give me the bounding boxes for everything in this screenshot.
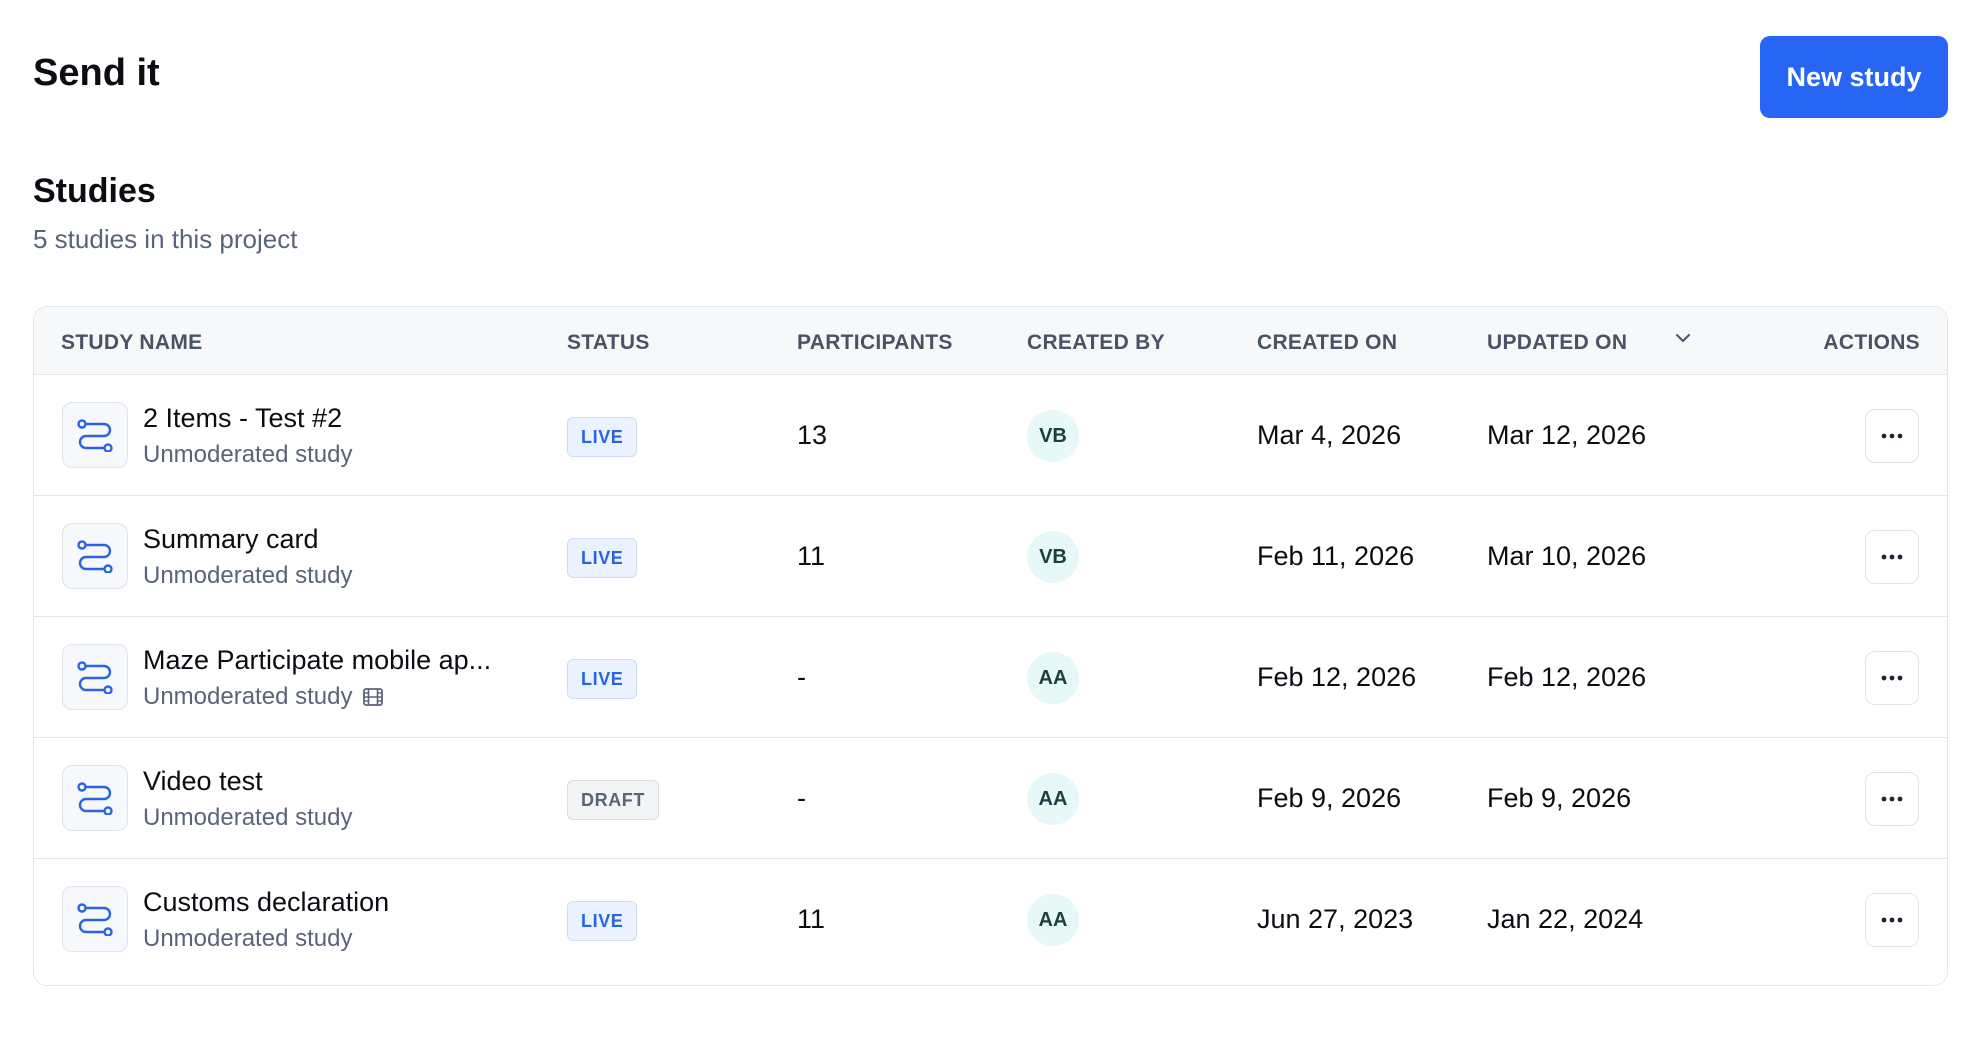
updated-on-date: Feb 9, 2026: [1487, 783, 1632, 813]
study-type: Unmoderated study: [143, 925, 352, 953]
more-horizontal-icon: [1881, 796, 1903, 802]
avatar: AA: [1027, 894, 1079, 946]
table-row[interactable]: Maze Participate mobile ap... Unmoderate…: [34, 617, 1947, 738]
participants-count: 11: [797, 904, 826, 934]
study-type: Unmoderated study: [143, 562, 352, 590]
study-type: Unmoderated study: [143, 441, 352, 469]
status-badge: LIVE: [567, 659, 638, 699]
table-row[interactable]: Video test Unmoderated study DRAFT - AA …: [34, 738, 1947, 859]
row-actions-button[interactable]: [1865, 651, 1919, 705]
study-name[interactable]: Customs declaration: [143, 887, 390, 917]
updated-on-date: Jan 22, 2024: [1487, 904, 1644, 934]
chevron-down-icon[interactable]: [1672, 327, 1694, 349]
table-row[interactable]: Summary card Unmoderated study LIVE 11 V…: [34, 496, 1947, 617]
row-actions-button[interactable]: [1865, 893, 1919, 947]
avatar: AA: [1027, 652, 1079, 704]
participants-count: 11: [797, 541, 826, 571]
updated-on-date: Feb 12, 2026: [1487, 662, 1647, 692]
page-title: Send it: [33, 52, 160, 94]
created-on-date: Mar 4, 2026: [1257, 420, 1402, 450]
studies-table: STUDY NAME STATUS PARTICIPANTS CREATED B…: [33, 306, 1948, 986]
study-flow-icon: [62, 402, 128, 468]
column-header-status[interactable]: STATUS: [567, 331, 650, 354]
updated-on-date: Mar 10, 2026: [1487, 541, 1647, 571]
study-name[interactable]: Summary card: [143, 524, 319, 554]
more-horizontal-icon: [1881, 554, 1903, 560]
study-type: Unmoderated study: [143, 804, 352, 832]
study-type-label: Unmoderated study: [143, 683, 353, 710]
created-on-date: Jun 27, 2023: [1257, 904, 1414, 934]
film-icon: [363, 688, 384, 706]
created-on-date: Feb 12, 2026: [1257, 662, 1417, 692]
status-badge: LIVE: [567, 538, 638, 578]
avatar: VB: [1027, 531, 1079, 583]
study-name[interactable]: Maze Participate mobile ap...: [143, 645, 492, 675]
study-name[interactable]: 2 Items - Test #2: [143, 403, 343, 433]
table-row[interactable]: 2 Items - Test #2 Unmoderated study LIVE…: [34, 375, 1947, 496]
row-actions-button[interactable]: [1865, 530, 1919, 584]
row-actions-button[interactable]: [1865, 772, 1919, 826]
study-type-label: Unmoderated study: [143, 804, 353, 831]
page-header: Send it New study: [33, 36, 1948, 118]
more-horizontal-icon: [1881, 433, 1903, 439]
column-header-updated-on[interactable]: UPDATED ON: [1487, 331, 1628, 354]
column-header-actions: ACTIONS: [1823, 331, 1920, 354]
column-header-participants[interactable]: PARTICIPANTS: [797, 331, 953, 354]
study-flow-icon: [62, 523, 128, 589]
more-horizontal-icon: [1881, 675, 1903, 681]
study-type-label: Unmoderated study: [143, 562, 353, 589]
participants-count: -: [797, 783, 806, 813]
row-actions-button[interactable]: [1865, 409, 1919, 463]
avatar: AA: [1027, 773, 1079, 825]
column-header-created-by[interactable]: CREATED BY: [1027, 331, 1165, 354]
participants-count: 13: [797, 420, 828, 450]
study-flow-icon: [62, 765, 128, 831]
section-subtitle: 5 studies in this project: [33, 224, 298, 254]
study-type-label: Unmoderated study: [143, 441, 353, 468]
column-header-created-on[interactable]: CREATED ON: [1257, 331, 1398, 354]
study-type-label: Unmoderated study: [143, 925, 353, 952]
status-badge: LIVE: [567, 417, 638, 457]
study-type: Unmoderated study: [143, 683, 384, 711]
created-on-date: Feb 9, 2026: [1257, 783, 1402, 813]
avatar: VB: [1027, 410, 1079, 462]
section-title: Studies: [33, 172, 156, 210]
status-badge: LIVE: [567, 901, 638, 941]
more-horizontal-icon: [1881, 917, 1903, 923]
study-name[interactable]: Video test: [143, 766, 263, 796]
study-flow-icon: [62, 644, 128, 710]
table-row[interactable]: Customs declaration Unmoderated study LI…: [34, 859, 1947, 980]
created-on-date: Feb 11, 2026: [1257, 541, 1415, 571]
updated-on-date: Mar 12, 2026: [1487, 420, 1647, 450]
table-header: STUDY NAME STATUS PARTICIPANTS CREATED B…: [34, 307, 1947, 375]
status-badge: DRAFT: [567, 780, 659, 820]
study-flow-icon: [62, 886, 128, 952]
column-header-study-name[interactable]: STUDY NAME: [61, 331, 203, 354]
participants-count: -: [797, 662, 806, 692]
new-study-button[interactable]: New study: [1760, 36, 1948, 118]
